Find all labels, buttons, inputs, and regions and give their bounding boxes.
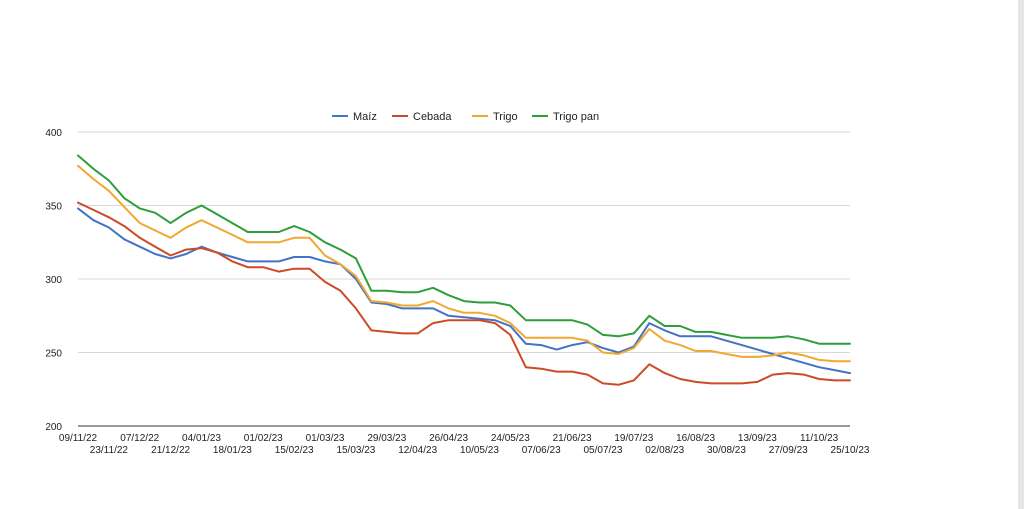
x-tick-label: 13/09/23 (738, 433, 777, 444)
legend-label: Trigo (493, 111, 518, 123)
x-tick-label: 27/09/23 (769, 445, 808, 456)
x-tick-label: 29/03/23 (367, 433, 406, 444)
x-tick-label: 02/08/23 (645, 445, 684, 456)
chart-legend[interactable]: Maíz Cebada Trigo Trigo pan (332, 111, 599, 123)
x-tick-label: 09/11/22 (59, 433, 98, 444)
x-tick-label: 07/06/23 (522, 445, 561, 456)
x-tick-label: 15/03/23 (336, 445, 375, 456)
x-tick-label: 07/12/22 (120, 433, 159, 444)
x-tick-label: 19/07/23 (614, 433, 653, 444)
series-line-trigo-pan (77, 154, 851, 345)
x-tick-label: 24/05/23 (491, 433, 530, 444)
legend-label: Maíz (353, 111, 377, 123)
x-tick-label: 05/07/23 (583, 445, 622, 456)
chart-series-lines (77, 154, 851, 386)
x-axis: 09/11/22 07/12/22 04/01/23 01/02/23 01/03/23… (59, 433, 870, 456)
series-line-maiz (77, 207, 851, 375)
legend-label: Cebada (413, 111, 452, 123)
x-tick-label: 04/01/23 (182, 433, 221, 444)
y-tick-label: 400 (45, 128, 62, 139)
y-tick-label: 200 (45, 422, 62, 433)
x-tick-label: 21/12/22 (151, 445, 190, 456)
x-tick-label: 21/06/23 (553, 433, 592, 444)
x-tick-label: 30/08/23 (707, 445, 746, 456)
chart-gridlines (78, 131, 850, 427)
series-line-trigo (77, 164, 851, 363)
x-tick-label: 18/01/23 (213, 445, 252, 456)
x-tick-label: 16/08/23 (676, 433, 715, 444)
x-tick-label: 25/10/23 (831, 445, 870, 456)
x-tick-label: 26/04/23 (429, 433, 468, 444)
y-tick-label: 300 (45, 275, 62, 286)
x-tick-label: 12/04/23 (398, 445, 437, 456)
window-edge (1018, 0, 1024, 509)
x-tick-label: 10/05/23 (460, 445, 499, 456)
series-line-cebada (77, 201, 851, 386)
legend-item-maiz[interactable]: Maíz (332, 111, 377, 123)
x-tick-label: 11/10/23 (800, 433, 839, 444)
x-tick-label: 01/02/23 (244, 433, 283, 444)
y-tick-label: 250 (45, 349, 62, 360)
x-tick-label: 23/11/22 (90, 445, 129, 456)
legend-label: Trigo pan (553, 111, 599, 123)
legend-item-trigo-pan[interactable]: Trigo pan (532, 111, 599, 123)
legend-item-cebada[interactable]: Cebada (392, 111, 452, 123)
x-tick-label: 01/03/23 (306, 433, 345, 444)
x-tick-label: 15/02/23 (275, 445, 314, 456)
y-axis: 200 250 300 350 400 (45, 128, 62, 433)
legend-item-trigo[interactable]: Trigo (472, 111, 518, 123)
y-tick-label: 350 (45, 202, 62, 213)
